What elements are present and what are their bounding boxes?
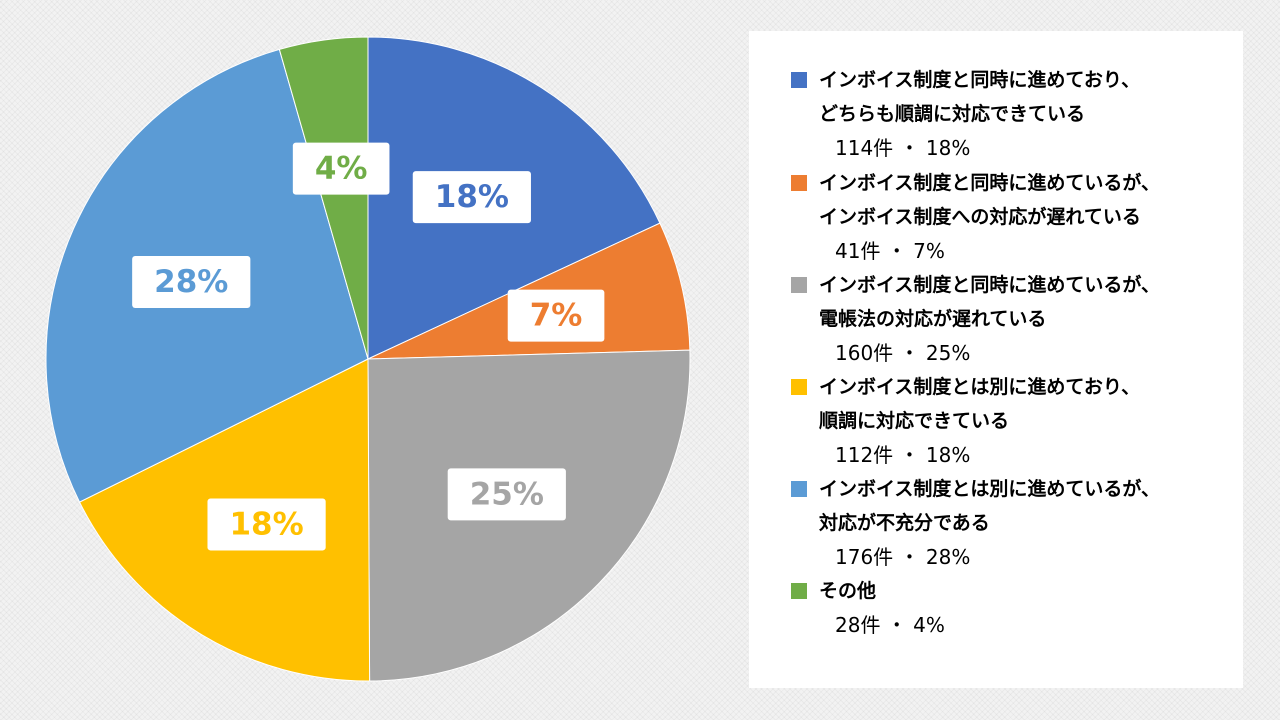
legend-label-5-line-1: インボイス制度とは別に進めているが、 (819, 478, 1161, 500)
legend-count-6: 28件 ・ 4% (835, 613, 945, 637)
pie-data-label-2: 7% (507, 289, 605, 342)
legend-swatch-1 (791, 72, 807, 88)
legend-count-5: 176件 ・ 28% (835, 545, 971, 569)
legend-swatch-3 (791, 277, 807, 293)
legend-count-4: 112件 ・ 18% (835, 443, 971, 467)
pie-data-label-5: 28% (132, 255, 251, 308)
pie-slices (45, 36, 691, 682)
pie-data-label-3: 25% (447, 468, 566, 521)
pie-data-label-box-3 (447, 468, 566, 521)
legend-label-1-line-2: どちらも順調に対応できている (819, 103, 1086, 125)
legend-swatch-2 (791, 175, 807, 191)
legend-label-3-line-2: 電帳法の対応が遅れている (819, 308, 1047, 330)
pie-data-label-1: 18% (412, 171, 531, 224)
pie-data-label-4: 18% (207, 498, 326, 551)
legend-count-2: 41件 ・ 7% (835, 239, 945, 263)
legend-label-6-line-1: その他 (819, 580, 877, 602)
pie-data-label-text-2: 7% (530, 298, 583, 334)
legend-swatch-6 (791, 583, 807, 599)
legend-swatch-5 (791, 481, 807, 497)
pie-data-label-box-5 (132, 255, 251, 308)
legend-label-2-line-1: インボイス制度と同時に進めているが、 (819, 172, 1161, 194)
legend-label-4-line-1: インボイス制度とは別に進めており、 (819, 376, 1141, 398)
legend-count-3: 160件 ・ 25% (835, 341, 971, 365)
pie-data-label-box-4 (207, 498, 326, 551)
pie-data-label-text-1: 18% (435, 179, 509, 215)
legend-count-1: 114件 ・ 18% (835, 136, 971, 160)
legend-label-3-line-1: インボイス制度と同時に進めているが、 (819, 274, 1161, 296)
pie-data-label-6: 4% (292, 142, 390, 195)
legend-label-1-line-1: インボイス制度と同時に進めており、 (819, 69, 1141, 91)
pie-data-label-box-6 (292, 142, 390, 195)
legend-swatch-4 (791, 379, 807, 395)
legend-label-2-line-2: インボイス制度への対応が遅れている (819, 206, 1141, 228)
legend: インボイス制度と同時に進めており、 どちらも順調に対応できている 114件 ・ 18… (749, 31, 1243, 688)
pie-data-label-text-5: 28% (154, 264, 228, 300)
pie-data-label-box-1 (412, 171, 531, 224)
pie-data-label-text-6: 4% (315, 151, 368, 187)
pie-data-label-box-2 (507, 289, 605, 342)
legend-label-5-line-2: 対応が不充分である (819, 512, 990, 534)
pie-data-label-text-4: 18% (229, 506, 303, 542)
pie-slice-6 (278, 36, 369, 360)
pie-data-labels: 18% 7% 25% 18% 28% 4% (132, 142, 605, 551)
legend-label-4-line-2: 順調に対応できている (819, 410, 1010, 432)
pie-data-label-text-3: 25% (470, 476, 544, 512)
